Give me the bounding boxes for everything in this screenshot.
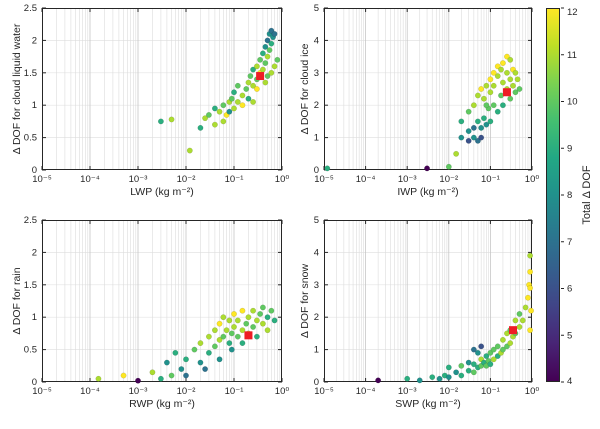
- svg-text:10⁻⁵: 10⁻⁵: [314, 386, 334, 397]
- svg-text:0.5: 0.5: [24, 133, 37, 144]
- y-axis-label-rain: Δ DOF for rain: [11, 267, 23, 335]
- svg-text:10⁻⁴: 10⁻⁴: [80, 174, 100, 185]
- svg-text:4: 4: [567, 376, 572, 387]
- x-axis-label-swp: SWP (kg m⁻²): [395, 398, 461, 410]
- svg-text:0: 0: [314, 377, 319, 388]
- svg-text:10⁻²: 10⁻²: [439, 174, 458, 185]
- svg-text:10⁻⁴: 10⁻⁴: [356, 174, 376, 185]
- panel-rain: 10⁻⁵ 10⁻⁴ 10⁻³ 10⁻² 10⁻¹ 10⁰ 0 0.5 1 1.5 2 2.5: [24, 215, 290, 397]
- svg-text:1: 1: [314, 133, 319, 144]
- y-axis-label-snow: Δ DOF for snow: [299, 263, 311, 339]
- svg-text:10⁻⁴: 10⁻⁴: [80, 386, 100, 397]
- panel-snow: 10⁻⁵ 10⁻⁴ 10⁻³ 10⁻² 10⁻¹ 10⁰ 0 1 2 3 4 5: [314, 215, 540, 397]
- svg-text:0: 0: [314, 165, 319, 176]
- svg-text:2: 2: [32, 247, 37, 258]
- y-axis-label-cloud-liquid-water: Δ DOF for cloud liquid water: [11, 23, 23, 155]
- scatter-plot-iwp: 10⁻⁵ 10⁻⁴ 10⁻³ 10⁻² 10⁻¹ 10⁰ 0 1 2 3 4 5: [314, 3, 540, 185]
- svg-text:10⁻²: 10⁻²: [177, 386, 196, 397]
- svg-text:10⁰: 10⁰: [525, 386, 540, 397]
- svg-text:6: 6: [567, 284, 572, 295]
- svg-text:10⁰: 10⁰: [525, 174, 540, 185]
- x-axis-label-rwp: RWP (kg m⁻²): [129, 398, 195, 410]
- svg-text:2.5: 2.5: [24, 215, 37, 226]
- svg-text:10⁻⁵: 10⁻⁵: [314, 174, 334, 185]
- svg-text:10⁻³: 10⁻³: [398, 386, 417, 397]
- svg-text:3: 3: [314, 280, 319, 291]
- svg-text:1.5: 1.5: [24, 68, 37, 79]
- svg-text:5: 5: [567, 330, 572, 341]
- panel-cloud-liquid-water: 10⁻⁵ 10⁻⁴ 10⁻³ 10⁻² 10⁻¹ 10⁰ 0 0.5 1 1.5 2 2.5: [24, 3, 290, 185]
- scatter-plot-lwp: 10⁻⁵ 10⁻⁴ 10⁻³ 10⁻² 10⁻¹ 10⁰ 0 0.5 1 1.5 2 2.5: [24, 3, 290, 185]
- svg-text:2: 2: [32, 35, 37, 46]
- svg-text:10⁻⁵: 10⁻⁵: [32, 174, 52, 185]
- colorbar-ticks: 4 5 6 7 8 9 10 11 12: [561, 7, 578, 387]
- svg-text:3: 3: [314, 68, 319, 79]
- svg-text:2: 2: [314, 100, 319, 111]
- svg-text:10⁻³: 10⁻³: [398, 174, 417, 185]
- colorbar-gradient: [546, 8, 560, 382]
- svg-text:0: 0: [32, 377, 37, 388]
- svg-text:10⁻²: 10⁻²: [177, 174, 196, 185]
- x-axis-label-iwp: IWP (kg m⁻²): [397, 186, 459, 198]
- svg-text:9: 9: [567, 143, 572, 154]
- svg-text:10⁻²: 10⁻²: [439, 386, 458, 397]
- svg-text:10⁻¹: 10⁻¹: [481, 386, 500, 397]
- scatter-plot-rwp: 10⁻⁵ 10⁻⁴ 10⁻³ 10⁻² 10⁻¹ 10⁰ 0 0.5 1 1.5 2 2.5: [24, 215, 290, 397]
- svg-text:10⁰: 10⁰: [275, 386, 290, 397]
- svg-text:10⁻³: 10⁻³: [129, 386, 148, 397]
- svg-text:10⁻¹: 10⁻¹: [225, 386, 244, 397]
- svg-text:10⁻⁴: 10⁻⁴: [356, 386, 376, 397]
- svg-text:2: 2: [314, 312, 319, 323]
- svg-text:1.5: 1.5: [24, 280, 37, 291]
- svg-text:10⁰: 10⁰: [275, 174, 290, 185]
- svg-text:12: 12: [567, 7, 578, 18]
- svg-text:10⁻⁵: 10⁻⁵: [32, 386, 52, 397]
- svg-text:1: 1: [32, 312, 37, 323]
- svg-text:4: 4: [314, 247, 319, 258]
- svg-text:10: 10: [567, 97, 578, 108]
- svg-text:0.5: 0.5: [24, 345, 37, 356]
- svg-text:10⁻¹: 10⁻¹: [481, 174, 500, 185]
- svg-text:10⁻³: 10⁻³: [129, 174, 148, 185]
- svg-text:0: 0: [32, 165, 37, 176]
- y-axis-label-cloud-ice: Δ DOF for cloud ice: [299, 43, 311, 135]
- panel-cloud-ice: 10⁻⁵ 10⁻⁴ 10⁻³ 10⁻² 10⁻¹ 10⁰ 0 1 2 3 4 5: [314, 3, 540, 185]
- scatter-plot-swp: 10⁻⁵ 10⁻⁴ 10⁻³ 10⁻² 10⁻¹ 10⁰ 0 1 2 3 4 5: [314, 215, 540, 397]
- svg-text:1: 1: [32, 100, 37, 111]
- svg-text:7: 7: [567, 237, 572, 248]
- svg-text:5: 5: [314, 3, 319, 14]
- svg-text:4: 4: [314, 35, 319, 46]
- svg-text:11: 11: [567, 50, 577, 61]
- svg-text:10⁻¹: 10⁻¹: [225, 174, 244, 185]
- svg-text:5: 5: [314, 215, 319, 226]
- x-axis-label-lwp: LWP (kg m⁻²): [130, 186, 194, 198]
- svg-text:2.5: 2.5: [24, 3, 37, 14]
- svg-text:8: 8: [567, 190, 572, 201]
- colorbar-label: Total Δ DOF: [581, 165, 593, 225]
- svg-text:1: 1: [314, 345, 319, 356]
